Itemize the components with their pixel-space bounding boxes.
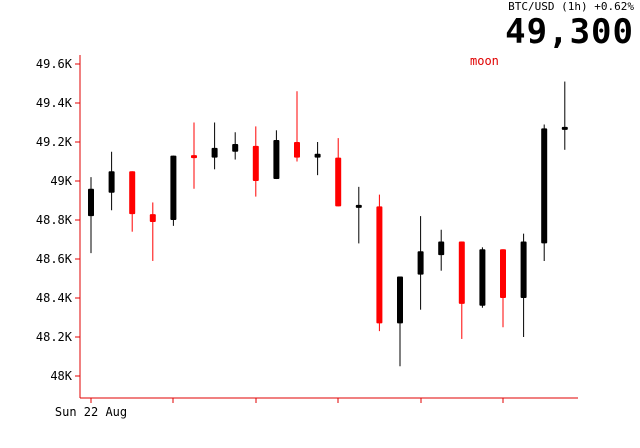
x-tick-label: Sun 22 Aug [55, 405, 127, 419]
candle [500, 249, 506, 328]
candle-body [376, 206, 383, 324]
candle [335, 138, 342, 207]
candle-body [129, 171, 136, 215]
candle [170, 155, 177, 226]
candle-body [438, 241, 445, 256]
y-tick-label: 48K [50, 369, 72, 383]
candle-body [211, 147, 218, 158]
candle-body [88, 188, 94, 217]
candle [88, 177, 94, 254]
candle [355, 186, 362, 244]
candle [458, 241, 465, 339]
candle-body [273, 140, 280, 180]
candle [520, 233, 527, 337]
candle-body [479, 249, 486, 306]
candle-body [191, 155, 197, 159]
y-tick-label: 48.2K [36, 330, 73, 344]
candle-body [314, 153, 321, 158]
y-tick-label: 48.4K [36, 291, 73, 305]
candle-body [252, 145, 259, 181]
candle [191, 122, 197, 189]
pair-label: BTC/USD (1h) +0.62% [508, 0, 634, 13]
y-tick-label: 48.8K [36, 213, 73, 227]
y-tick-label: 49.6K [36, 57, 73, 71]
candle-body [541, 128, 548, 244]
candle [376, 194, 383, 332]
candle-body [232, 143, 239, 152]
candle-body [149, 214, 156, 222]
candle [397, 276, 403, 367]
candle [232, 132, 239, 160]
candle-body [294, 142, 300, 158]
candle [211, 122, 218, 170]
status-label: moon [470, 54, 499, 68]
y-axis: 48K 48.2K 48.4K 48.6K 48.8K 49K 49.2K 49.4K 49.6… [36, 55, 81, 398]
candle-body [417, 251, 424, 275]
candle-body [170, 155, 177, 220]
y-tick-label: 49.4K [36, 96, 73, 110]
candle-body [520, 241, 527, 298]
candle [252, 126, 259, 197]
candle-body [108, 171, 115, 193]
candle [561, 81, 568, 150]
candle [149, 202, 156, 261]
candle-body [355, 204, 362, 208]
current-price: 49,300 [505, 12, 634, 52]
candle-body [458, 241, 465, 304]
candle-body [500, 249, 506, 298]
y-tick-label: 49K [50, 174, 72, 188]
y-tick-label: 49.2K [36, 135, 73, 149]
candle-body [397, 276, 403, 324]
candle-body [561, 126, 568, 130]
candle [314, 142, 321, 176]
candles [88, 81, 568, 367]
candle [108, 151, 115, 211]
candle [294, 91, 300, 162]
candle [479, 247, 486, 308]
y-tick-label: 48.6K [36, 252, 73, 266]
candle [438, 229, 445, 271]
candle [541, 124, 548, 261]
candle [273, 130, 280, 180]
candle-body [335, 157, 342, 207]
x-axis: Sun 22 Aug [55, 397, 578, 419]
candle [417, 216, 424, 310]
candle [129, 171, 136, 232]
